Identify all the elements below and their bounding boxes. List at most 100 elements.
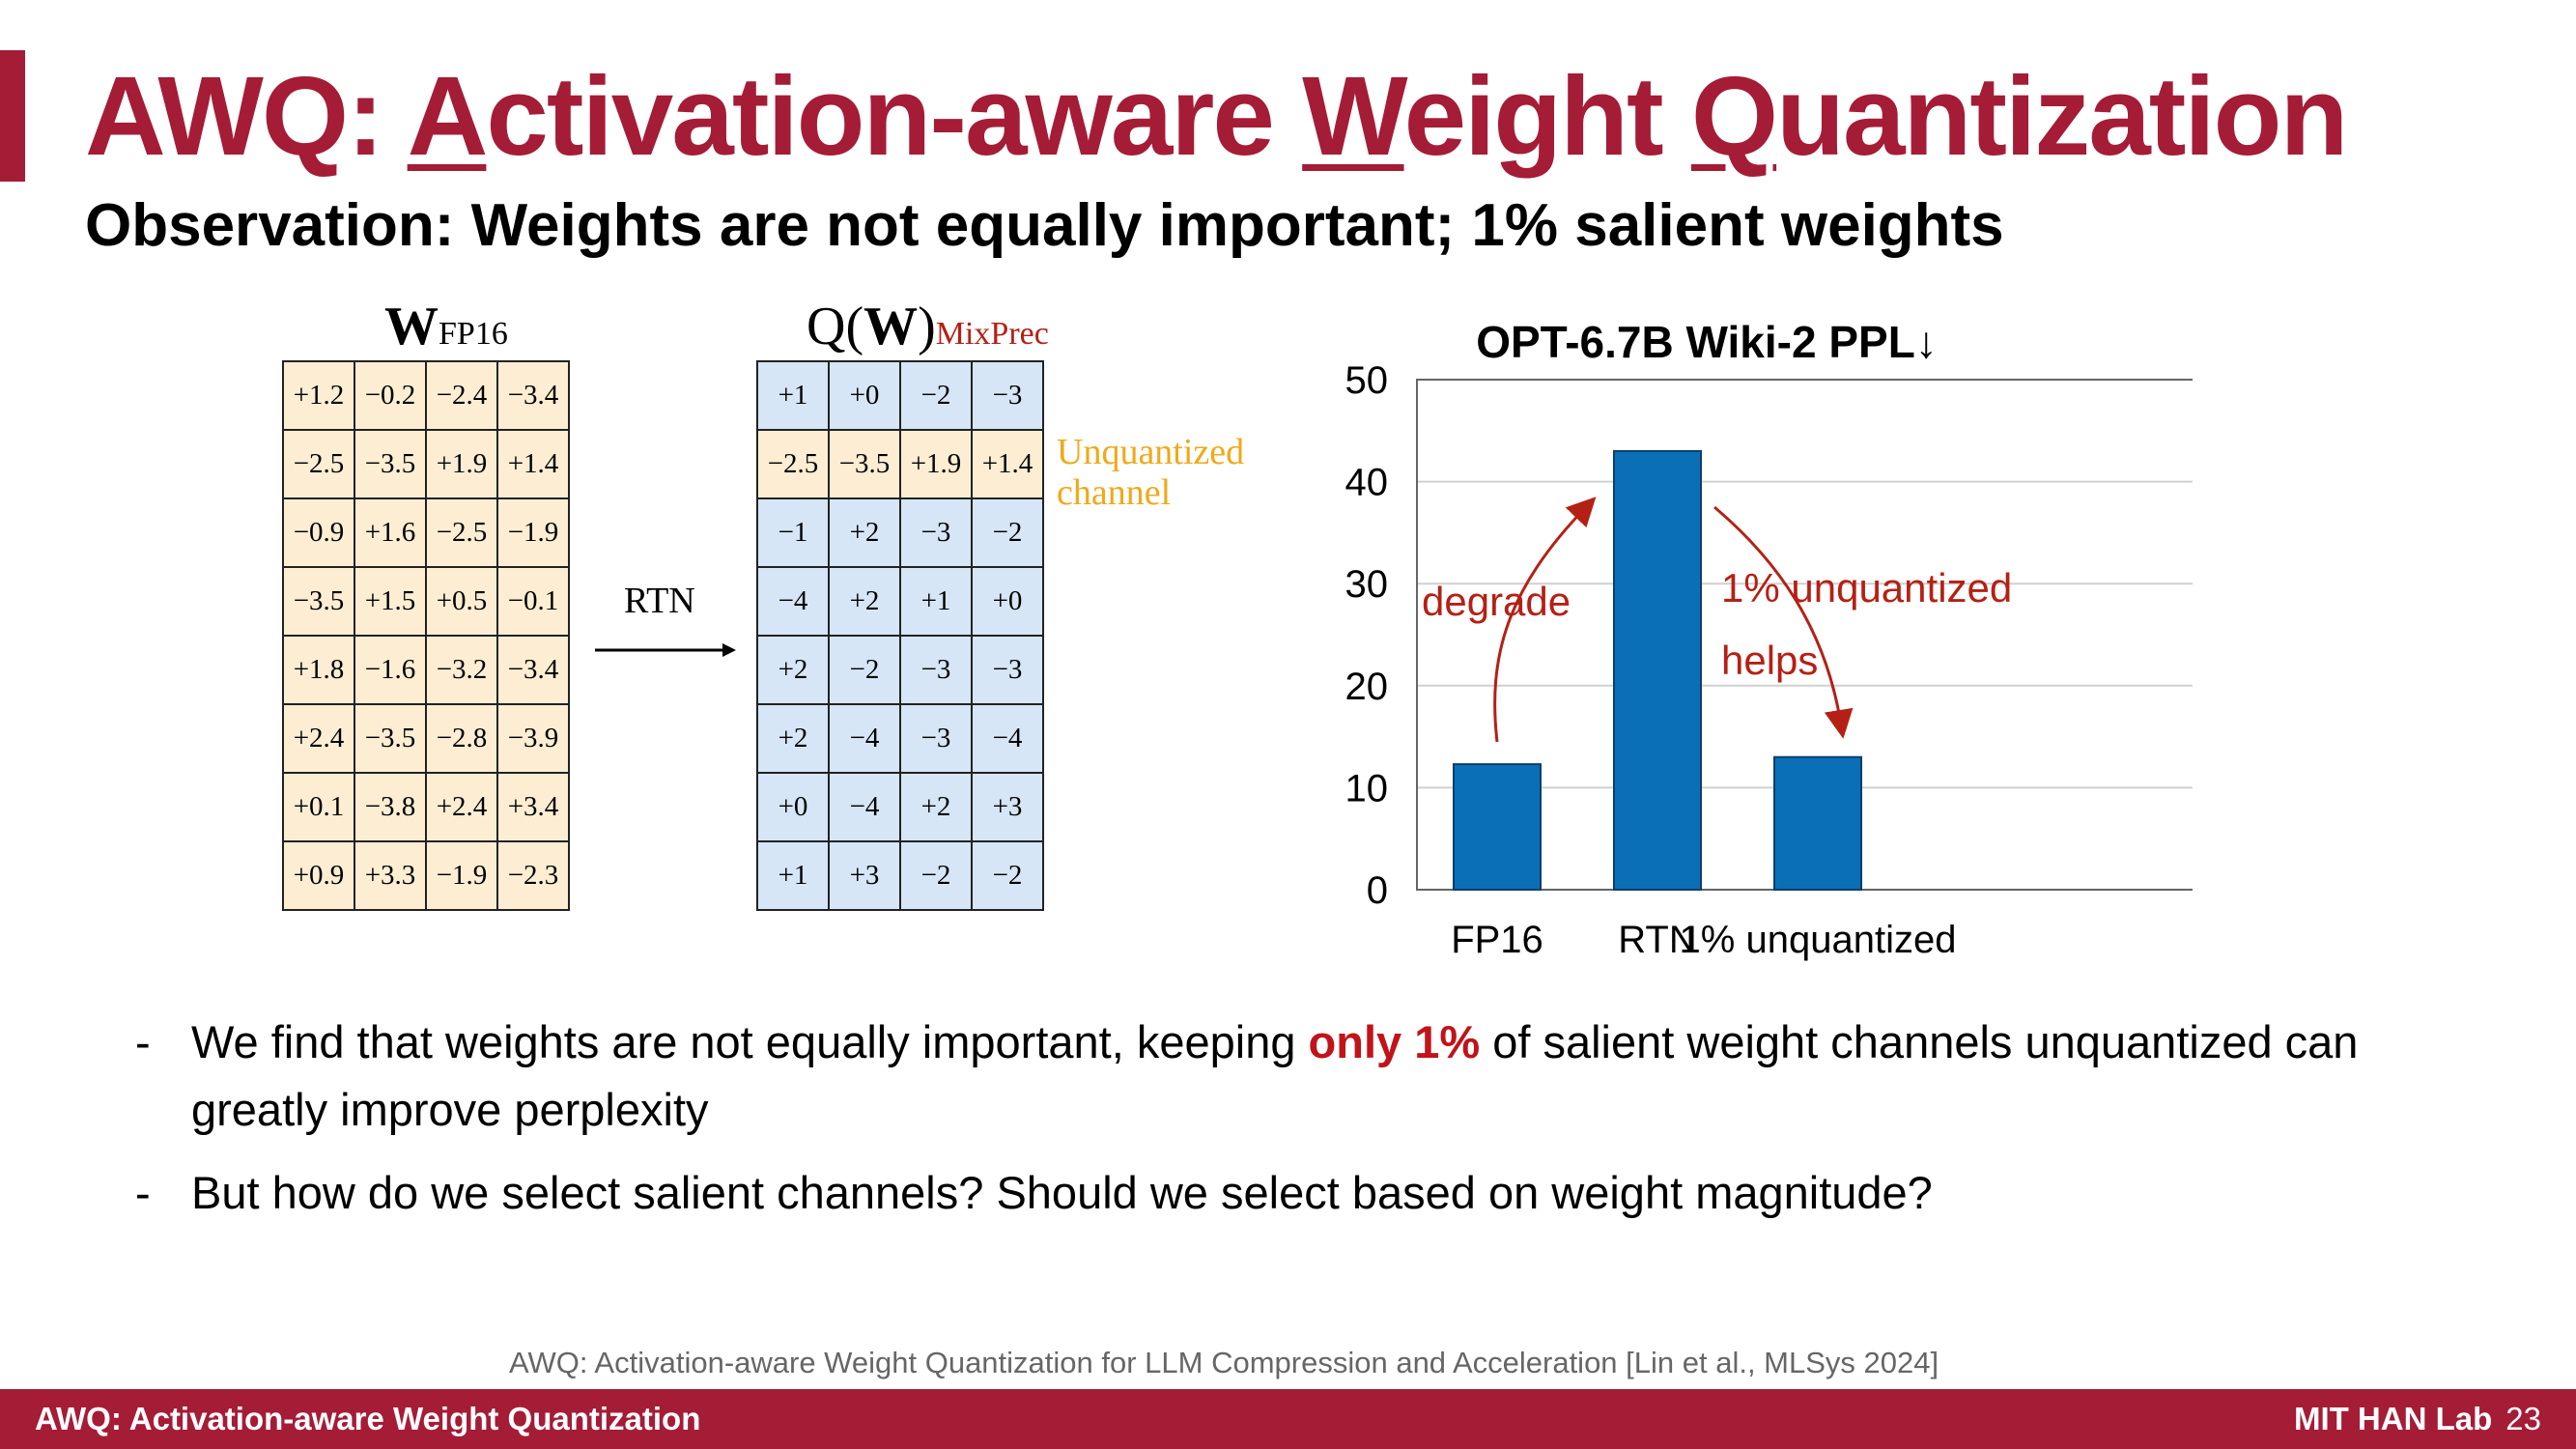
matrix-cell: −2 [828,635,901,705]
matrix-cell: −2.3 [496,840,570,911]
matrix-cell: −3.5 [354,429,427,499]
matrix-cell: +2.4 [425,772,498,842]
matrix-cell: −3.4 [496,360,570,431]
citation: AWQ: Activation-aware Weight Quantizatio… [509,1346,1939,1379]
chart-title: OPT-6.7B Wiki-2 PPL↓ [1476,317,1938,367]
matrix-cell: −3 [971,360,1044,431]
matrix-cell: −2 [899,840,973,911]
matrix-cell: −4 [756,566,830,637]
annotation-degrade: degrade [1422,579,1571,624]
matrix-cell: −3.4 [496,635,570,705]
matrix-cell: −1.6 [354,635,427,705]
matrix-row: +0.1 −3.8 +2.4 +3.4 [282,772,570,842]
matrix-row: −1 +2 −3 −2 [756,497,1044,568]
matrix-cell: −3 [899,497,973,568]
matrix-cell: +0.1 [282,772,355,842]
matrix-cell: −2 [971,497,1044,568]
matrix-row: −3.5 +1.5 +0.5 −0.1 [282,566,570,637]
matrix-cell: −3.2 [425,635,498,705]
x-tick-label: RTN [1618,919,1696,961]
y-tick-label: 30 [1345,563,1389,606]
matrix-cell: +3 [971,772,1044,842]
y-tick-label: 20 [1345,666,1389,708]
matrix-cell: −3 [899,703,973,774]
matrix-cell: +2 [828,566,901,637]
bullet-item: - But how do we select salient channels?… [135,1167,1933,1218]
y-tick-label: 10 [1345,767,1389,810]
bullet-item: - We find that weights are not equally i… [135,1016,2359,1135]
matrix-cell: +1 [756,360,830,431]
annotation-helps-line1: 1% unquantized [1721,565,2012,611]
y-tick-label: 50 [1345,359,1389,402]
matrix-cell: −0.2 [354,360,427,431]
matrix-cell: +1.4 [496,429,570,499]
footer-right: MIT HAN Lab 23 [2294,1401,2541,1437]
matrix-row: +2.4 −3.5 −2.8 −3.9 [282,703,570,774]
matrix-cell: −3 [971,635,1044,705]
matrix-cell: −0.9 [282,497,355,568]
matrix-cell: +2 [756,635,830,705]
matrix-cell: +1.9 [425,429,498,499]
annotation-helps-line2: helps [1721,638,1818,683]
x-tick-label: FP16 [1451,919,1543,961]
helps-arrow-icon [1713,505,1854,739]
matrix-cell: −3 [899,635,973,705]
matrix-cell: −4 [971,703,1044,774]
footer-title: AWQ: Activation-aware Weight Quantizatio… [35,1401,701,1436]
matrix-row: +2 −2 −3 −3 [756,635,1044,705]
matrix-a-label: WFP16 [384,297,508,356]
matrix-cell: +1.2 [282,360,355,431]
matrix-cell: −2 [899,360,973,431]
footer-bar: AWQ: Activation-aware Weight Quantizatio… [0,1389,2576,1449]
matrix-cell: +1.4 [971,429,1044,499]
slide-subtitle: Observation: Weights are not equally imp… [85,192,2004,259]
matrix-cell: +1.8 [282,635,355,705]
matrix-cell: +3.3 [354,840,427,911]
matrix-cell: −3.8 [354,772,427,842]
matrix-cell: +3.4 [496,772,570,842]
bar-fp16 [1453,763,1542,891]
matrix-cell: −2.4 [425,360,498,431]
matrix-cell: +2 [899,772,973,842]
matrix-row: +1 +3 −2 −2 [756,840,1044,911]
matrix-cell: −3.5 [354,703,427,774]
matrix-cell: −3.9 [496,703,570,774]
page-number: 23 [2505,1401,2541,1436]
x-tick-label: 1% unquantized [1680,919,1957,961]
unquantized-channel-label: Unquantized channel [1057,432,1245,513]
footer-lab: MIT HAN Lab [2293,1401,2493,1436]
matrix-cell: +1 [899,566,973,637]
rtn-arrow-icon [595,643,736,657]
matrix-row: −4 +2 +1 +0 [756,566,1044,637]
matrix-cell: +1 [756,840,830,911]
matrix-cell: −4 [828,703,901,774]
matrix-row: −0.9 +1.6 −2.5 −1.9 [282,497,570,568]
highlight-only-1-percent: only 1% [1308,1016,1481,1067]
matrix-cell: −2.8 [425,703,498,774]
matrix-cell: +1.6 [354,497,427,568]
slide-title: AWQ: Activation-aware Weight Quantizatio… [85,53,2348,179]
matrix-mixprec: +1 +0 −2 −3 −2.5 −3.5 +1.9 +1.4 −1 +2 −3 −2 −4 +2 +1 +0… [756,360,1044,911]
matrix-cell: +0 [971,566,1044,637]
matrix-cell: +3 [828,840,901,911]
matrix-b-label: Q(W)MixPrec [807,297,1049,356]
matrix-row: +1.8 −1.6 −3.2 −3.4 [282,635,570,705]
title-accent-bar [0,50,25,182]
y-tick-label: 40 [1345,462,1389,504]
matrix-row: +0 −4 +2 +3 [756,772,1044,842]
matrix-cell: +0.9 [282,840,355,911]
matrix-cell: −0.1 [496,566,570,637]
matrix-cell: −4 [828,772,901,842]
matrix-cell: −2.5 [282,429,355,499]
matrix-cell: −3.5 [828,429,901,499]
matrix-fp16: +1.2 −0.2 −2.4 −3.4 −2.5 −3.5 +1.9 +1.4 −0.9 +1.6… [282,360,570,911]
matrix-cell: −1.9 [425,840,498,911]
matrix-row: +2 −4 −3 −4 [756,703,1044,774]
matrix-cell: +2.4 [282,703,355,774]
matrix-cell: +1.5 [354,566,427,637]
matrix-row: −2.5 −3.5 +1.9 +1.4 [282,429,570,499]
matrix-cell: +0 [756,772,830,842]
matrix-cell: +2 [756,703,830,774]
degrade-arrow-icon [1493,497,1597,743]
matrix-cell: −1 [756,497,830,568]
